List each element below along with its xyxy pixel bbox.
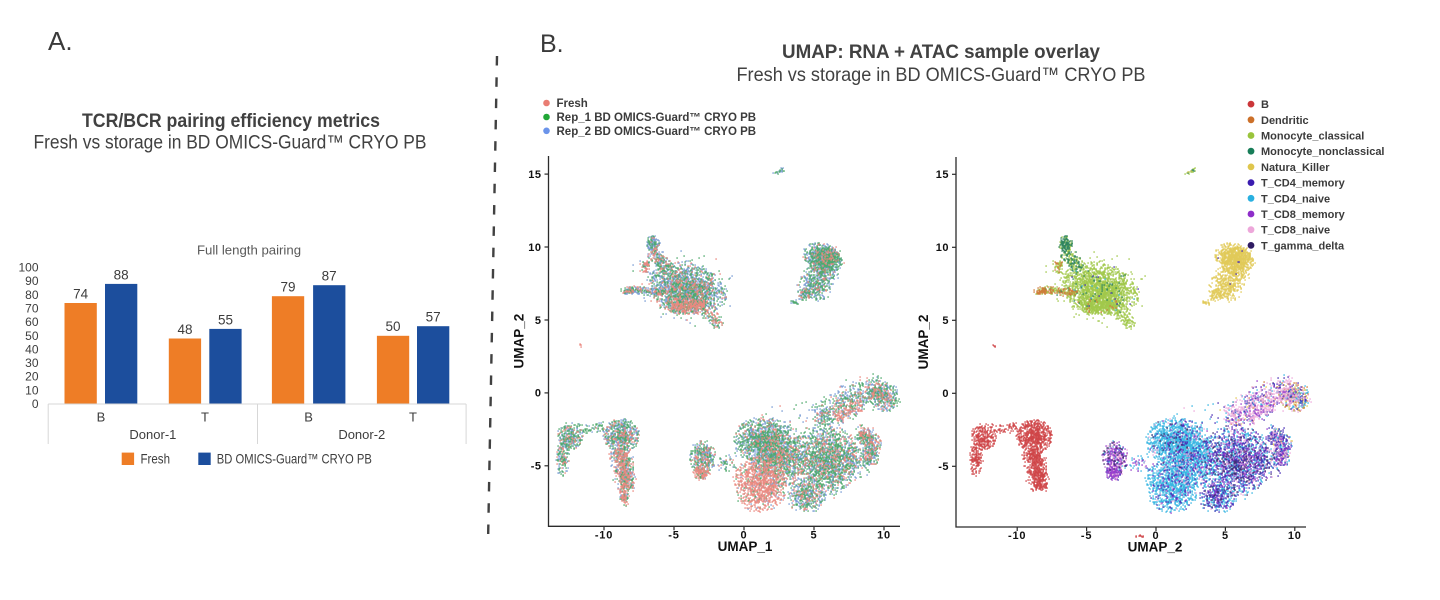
svg-text:TCR/BCR pairing efficiency met: TCR/BCR pairing efficiency metrics xyxy=(82,111,380,132)
svg-text:57: 57 xyxy=(426,310,441,325)
svg-text:Rep_2 BD OMICS-Guard™ CRYO PB: Rep_2 BD OMICS-Guard™ CRYO PB xyxy=(557,126,757,138)
svg-text:10: 10 xyxy=(25,383,39,397)
svg-text:10: 10 xyxy=(1288,530,1302,542)
svg-text:B: B xyxy=(1261,99,1269,111)
svg-text:-5: -5 xyxy=(1081,530,1092,542)
svg-text:5: 5 xyxy=(811,530,818,542)
svg-text:10: 10 xyxy=(528,242,541,254)
svg-text:UMAP_1: UMAP_1 xyxy=(718,539,773,554)
svg-text:100: 100 xyxy=(18,261,38,275)
svg-text:0: 0 xyxy=(741,530,748,542)
svg-text:T_CD4_naive: T_CD4_naive xyxy=(1261,193,1330,205)
svg-text:UMAP_2: UMAP_2 xyxy=(512,314,527,369)
svg-text:5: 5 xyxy=(535,315,542,327)
svg-text:70: 70 xyxy=(25,301,39,315)
svg-text:Dendritic: Dendritic xyxy=(1261,115,1309,127)
svg-text:15: 15 xyxy=(528,169,541,181)
svg-text:T: T xyxy=(201,410,209,425)
svg-text:87: 87 xyxy=(322,269,337,284)
svg-text:UMAP: RNA + ATAC sample overla: UMAP: RNA + ATAC sample overlay xyxy=(782,41,1100,63)
svg-text:5: 5 xyxy=(1222,530,1229,542)
svg-text:55: 55 xyxy=(218,312,233,327)
svg-text:-10: -10 xyxy=(1008,530,1026,542)
svg-text:-10: -10 xyxy=(595,530,613,542)
svg-text:15: 15 xyxy=(936,169,949,181)
svg-text:90: 90 xyxy=(25,274,39,288)
svg-text:60: 60 xyxy=(25,315,39,329)
svg-text:Fresh vs storage in BD OMICS-G: Fresh vs storage in BD OMICS-Guard™ CRYO… xyxy=(737,64,1146,86)
svg-text:80: 80 xyxy=(25,288,39,302)
svg-text:50: 50 xyxy=(25,329,39,343)
svg-text:Fresh: Fresh xyxy=(141,451,171,467)
svg-text:T_CD4_memory: T_CD4_memory xyxy=(1261,178,1346,190)
svg-text:T_CD8_naive: T_CD8_naive xyxy=(1261,225,1330,237)
svg-text:0: 0 xyxy=(535,388,542,400)
svg-text:Fresh vs storage in BD OMICS-G: Fresh vs storage in BD OMICS-Guard™ CRYO… xyxy=(34,133,427,154)
svg-text:50: 50 xyxy=(385,319,400,334)
svg-text:0: 0 xyxy=(942,388,949,400)
svg-text:B: B xyxy=(97,410,106,425)
svg-text:Monocyte_nonclassical: Monocyte_nonclassical xyxy=(1261,146,1385,158)
svg-text:Natura_Killer: Natura_Killer xyxy=(1261,162,1330,174)
svg-text:-5: -5 xyxy=(668,530,679,542)
svg-text:-5: -5 xyxy=(938,461,949,473)
svg-text:T_CD8_memory: T_CD8_memory xyxy=(1261,209,1346,221)
svg-text:B: B xyxy=(304,410,313,425)
svg-text:UMAP_2: UMAP_2 xyxy=(916,315,931,370)
svg-text:0: 0 xyxy=(1153,530,1160,542)
svg-text:BD OMICS-Guard™ CRYO PB: BD OMICS-Guard™ CRYO PB xyxy=(217,451,372,467)
svg-text:B.: B. xyxy=(540,30,564,58)
svg-text:Monocyte_classical: Monocyte_classical xyxy=(1261,131,1364,143)
svg-text:Fresh: Fresh xyxy=(557,98,588,110)
svg-text:20: 20 xyxy=(25,370,39,384)
svg-text:Full length pairing: Full length pairing xyxy=(197,243,301,258)
svg-text:Donor-1: Donor-1 xyxy=(129,427,176,442)
svg-text:79: 79 xyxy=(280,280,295,295)
svg-text:Donor-2: Donor-2 xyxy=(338,427,385,442)
svg-text:48: 48 xyxy=(177,322,192,337)
svg-text:T_gamma_delta: T_gamma_delta xyxy=(1261,240,1345,252)
svg-text:T: T xyxy=(409,410,417,425)
svg-text:40: 40 xyxy=(25,342,39,356)
svg-text:10: 10 xyxy=(877,530,891,542)
svg-text:30: 30 xyxy=(25,356,39,370)
svg-text:10: 10 xyxy=(936,242,949,254)
svg-text:5: 5 xyxy=(942,315,949,327)
svg-text:88: 88 xyxy=(114,267,129,282)
svg-text:UMAP_2: UMAP_2 xyxy=(1128,540,1183,555)
svg-text:74: 74 xyxy=(73,287,89,302)
svg-text:-5: -5 xyxy=(531,461,542,473)
svg-text:A.: A. xyxy=(48,26,73,56)
svg-text:Rep_1 BD OMICS-Guard™ CRYO PB: Rep_1 BD OMICS-Guard™ CRYO PB xyxy=(557,112,757,124)
svg-text:0: 0 xyxy=(32,397,39,411)
